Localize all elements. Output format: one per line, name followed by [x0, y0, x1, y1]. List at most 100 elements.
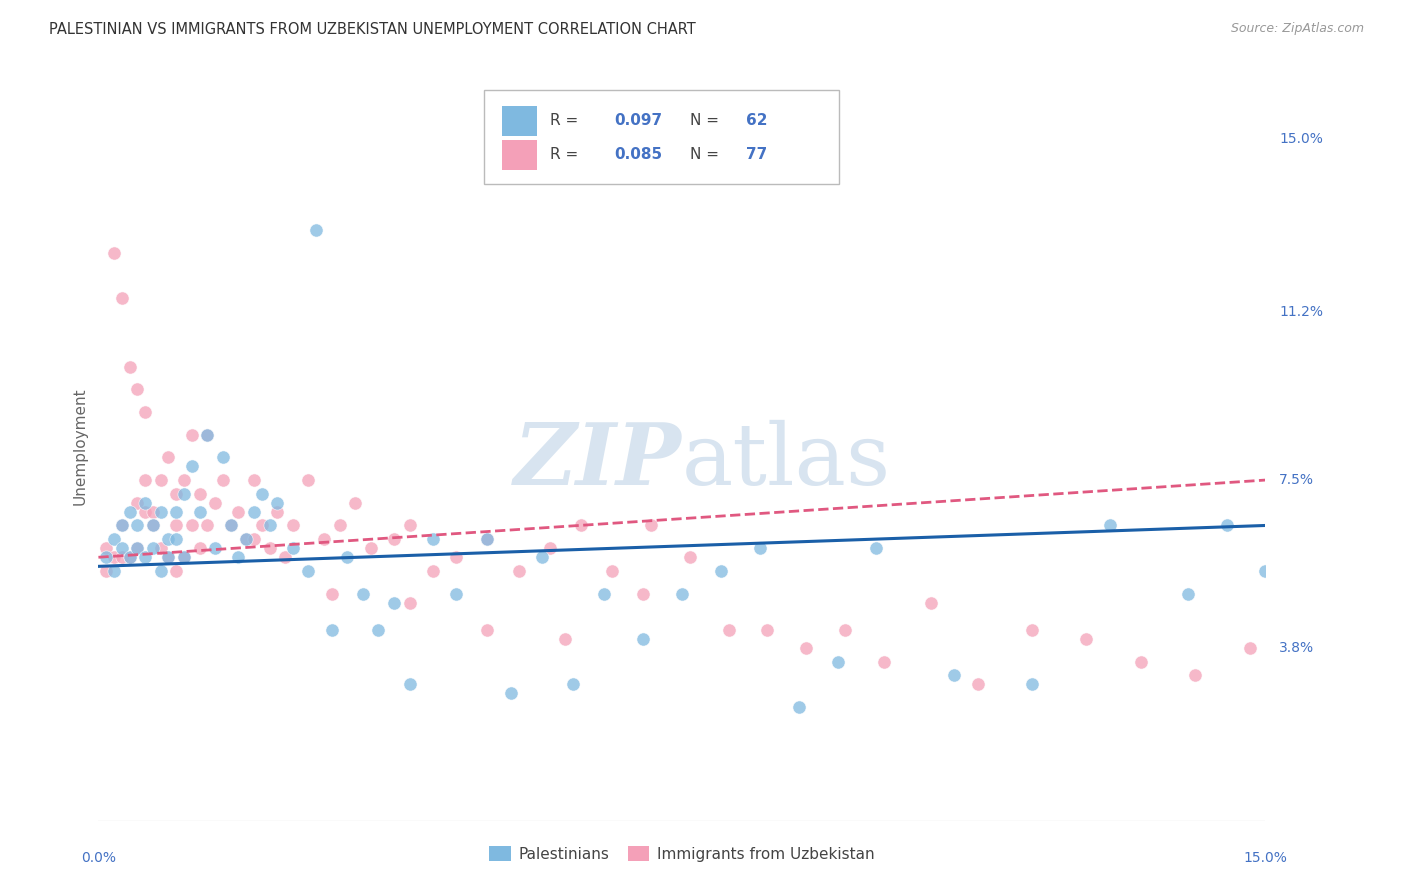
Point	[118, 550, 141, 565]
Point	[1021, 677, 1043, 691]
Text: 7.5%: 7.5%	[1279, 473, 1315, 487]
Point	[142, 518, 165, 533]
Point	[600, 564, 623, 578]
Point	[834, 623, 856, 637]
Point	[360, 541, 382, 556]
Point	[250, 518, 273, 533]
Point	[111, 518, 134, 533]
Point	[165, 486, 187, 500]
Text: 15.0%: 15.0%	[1279, 133, 1323, 146]
Point	[530, 550, 553, 565]
Point	[756, 623, 779, 637]
Point	[250, 486, 273, 500]
Point	[103, 564, 125, 578]
Point	[165, 564, 187, 578]
FancyBboxPatch shape	[502, 139, 537, 169]
Point	[943, 668, 966, 682]
Point	[593, 586, 616, 600]
Point	[165, 505, 187, 519]
Point	[422, 564, 444, 578]
Point	[111, 292, 134, 306]
Point	[173, 486, 195, 500]
Y-axis label: Unemployment: Unemployment	[72, 387, 87, 505]
Point	[422, 532, 444, 546]
Point	[499, 686, 522, 700]
Point	[966, 677, 988, 691]
Point	[96, 550, 118, 565]
Point	[259, 541, 281, 556]
Point	[1129, 655, 1152, 669]
Text: 15.0%: 15.0%	[1243, 851, 1288, 865]
Text: 77: 77	[747, 147, 768, 162]
Point	[142, 505, 165, 519]
FancyBboxPatch shape	[502, 106, 537, 136]
Text: 0.0%: 0.0%	[82, 851, 115, 865]
Point	[149, 564, 172, 578]
Point	[165, 532, 187, 546]
Point	[631, 586, 654, 600]
Point	[212, 450, 235, 465]
Point	[477, 532, 499, 546]
Point	[1021, 623, 1043, 637]
Point	[127, 541, 149, 556]
Point	[188, 541, 211, 556]
Point	[748, 541, 770, 556]
Text: ZIP: ZIP	[515, 419, 682, 503]
Point	[274, 550, 297, 565]
Text: atlas: atlas	[682, 419, 891, 502]
Point	[118, 550, 141, 565]
Point	[149, 473, 172, 487]
Text: R =: R =	[550, 147, 583, 162]
Point	[321, 586, 343, 600]
Point	[865, 541, 887, 556]
Point	[96, 564, 118, 578]
Point	[157, 532, 180, 546]
Point	[344, 496, 367, 510]
Point	[212, 473, 235, 487]
Point	[569, 518, 592, 533]
Point	[195, 518, 218, 533]
Point	[398, 596, 420, 610]
Point	[281, 541, 304, 556]
Point	[180, 518, 202, 533]
Point	[243, 505, 266, 519]
Point	[149, 505, 172, 519]
Point	[142, 541, 165, 556]
Point	[538, 541, 561, 556]
Point	[188, 486, 211, 500]
Point	[118, 359, 141, 374]
Point	[312, 532, 335, 546]
Point	[477, 623, 499, 637]
Point	[204, 496, 226, 510]
Point	[382, 532, 405, 546]
Point	[297, 473, 319, 487]
Point	[127, 496, 149, 510]
Point	[149, 541, 172, 556]
Point	[477, 532, 499, 546]
Point	[554, 632, 576, 646]
Point	[1098, 518, 1121, 533]
Text: PALESTINIAN VS IMMIGRANTS FROM UZBEKISTAN UNEMPLOYMENT CORRELATION CHART: PALESTINIAN VS IMMIGRANTS FROM UZBEKISTA…	[49, 22, 696, 37]
Point	[367, 623, 389, 637]
Point	[134, 405, 156, 419]
Point	[259, 518, 281, 533]
Point	[446, 550, 468, 565]
Point	[1254, 564, 1277, 578]
Point	[235, 532, 257, 546]
Point	[127, 541, 149, 556]
Point	[157, 550, 180, 565]
Point	[1239, 641, 1261, 656]
Point	[796, 641, 818, 656]
Point	[219, 518, 242, 533]
Point	[787, 700, 810, 714]
Point	[235, 532, 257, 546]
Point	[111, 541, 134, 556]
Point	[1184, 668, 1206, 682]
Point	[710, 564, 733, 578]
Point	[631, 632, 654, 646]
Point	[873, 655, 896, 669]
Point	[827, 655, 849, 669]
Point	[180, 459, 202, 474]
Point	[640, 518, 662, 533]
Point	[305, 223, 328, 237]
